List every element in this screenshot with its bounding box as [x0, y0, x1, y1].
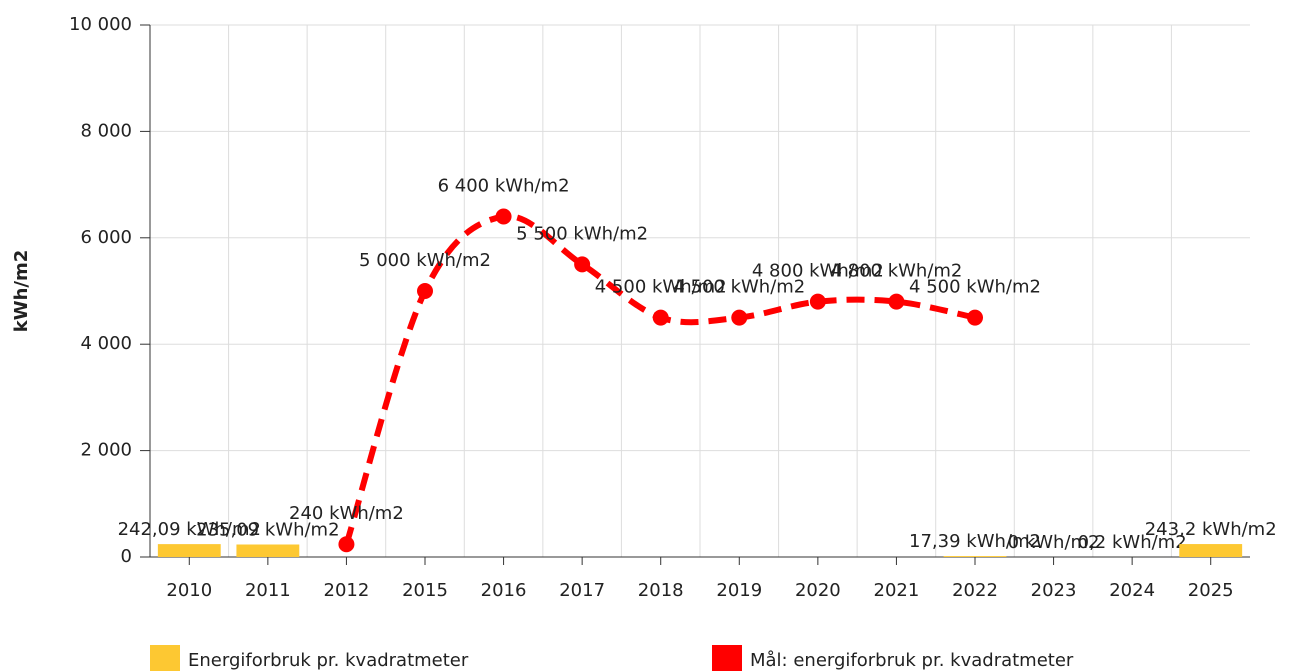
point-value-label: 4 500 kWh/m2 — [595, 277, 727, 298]
point-value-label: 4 500 kWh/m2 — [673, 277, 805, 298]
bar-value-label: 17,39 kWh/m2 — [909, 531, 1041, 552]
x-tick-label: 2016 — [481, 580, 527, 601]
point-value-label: 4 800 kWh/m2 — [830, 261, 962, 282]
x-tick-label: 2022 — [952, 580, 998, 601]
bar-value-label: 0,2 kWh/m2 — [1078, 532, 1187, 553]
x-tick-label: 2010 — [166, 580, 212, 601]
legend-label: Energiforbruk pr. kvadratmeter — [188, 650, 469, 671]
point-value-label: 6 400 kWh/m2 — [438, 176, 570, 197]
x-tick-label: 2011 — [245, 580, 291, 601]
target-point — [888, 293, 905, 310]
x-tick-label: 2023 — [1031, 580, 1077, 601]
y-axis-label: kWh/m2 — [11, 250, 32, 333]
bar — [157, 544, 221, 557]
y-tick-label: 8 000 — [80, 120, 132, 141]
point-value-label: 5 000 kWh/m2 — [359, 250, 491, 271]
bar-value-label: 235,09 kWh/m2 — [196, 519, 339, 540]
y-tick-label: 6 000 — [80, 227, 132, 248]
y-tick-label: 4 000 — [80, 333, 132, 354]
y-tick-label: 0 — [121, 546, 132, 567]
x-tick-label: 2020 — [795, 580, 841, 601]
point-value-label: 4 800 kWh/m2 — [752, 261, 884, 282]
target-point — [967, 309, 983, 326]
point-value-label: 5 500 kWh/m2 — [516, 223, 648, 244]
target-point — [574, 256, 591, 273]
bar — [236, 544, 300, 557]
bar — [1179, 544, 1243, 557]
x-tick-label: 2018 — [638, 580, 684, 601]
x-tick-label: 2015 — [402, 580, 448, 601]
bar-value-label: 242,09 kWh/m2 — [118, 519, 261, 540]
y-tick-label: 10 000 — [69, 14, 132, 35]
target-line — [343, 213, 976, 546]
target-point — [338, 536, 355, 553]
target-point — [652, 309, 669, 326]
x-tick-label: 2017 — [559, 580, 605, 601]
legend-swatch — [150, 645, 180, 671]
target-point — [495, 208, 512, 225]
target-point — [809, 293, 826, 310]
x-tick-label: 2021 — [874, 580, 920, 601]
point-value-label: 4 500 kWh/m2 — [909, 277, 1041, 298]
bar-value-label: 243,2 kWh/m2 — [1145, 519, 1277, 540]
x-tick-label: 2012 — [324, 580, 370, 601]
target-point — [417, 283, 433, 299]
legend-swatch — [712, 645, 742, 671]
x-tick-label: 2024 — [1109, 580, 1155, 601]
x-tick-label: 2025 — [1188, 580, 1234, 601]
bar-value-label: 0 kWh/m2 — [1008, 532, 1100, 553]
point-value-label: 240 kWh/m2 — [289, 503, 404, 524]
y-tick-label: 2 000 — [80, 440, 132, 461]
bar — [943, 556, 1007, 557]
legend-label: Mål: energiforbruk pr. kvadratmeter — [750, 650, 1074, 671]
x-tick-label: 2019 — [716, 580, 762, 601]
target-point — [731, 309, 748, 326]
